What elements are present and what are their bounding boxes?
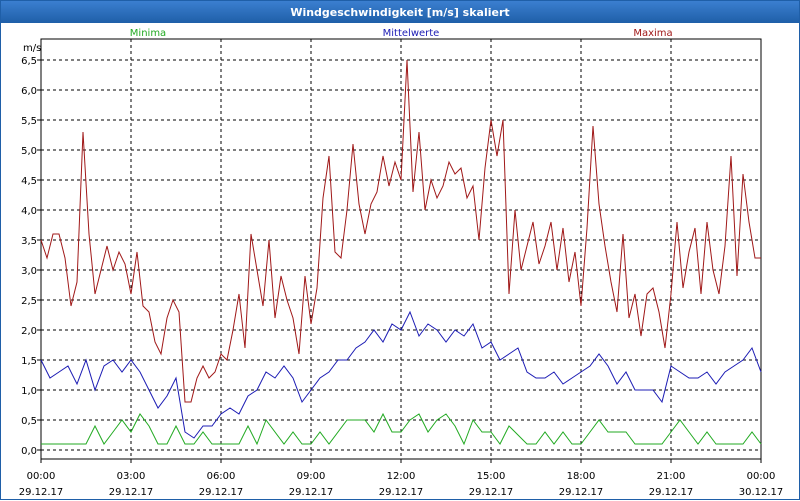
x-tick-time: 03:00: [117, 471, 146, 482]
x-tick-time: 00:00: [27, 471, 56, 482]
x-tick-time: 18:00: [567, 471, 596, 482]
x-tick-date: 29.12.17: [109, 487, 154, 498]
y-tick-label: 3,0: [21, 266, 37, 277]
y-tick-label: 1,5: [21, 356, 37, 367]
y-tick-label: 1,0: [21, 386, 37, 397]
y-tick-label: 5,0: [21, 146, 37, 157]
x-tick-time: 00:00: [747, 471, 776, 482]
x-tick-date: 29.12.17: [379, 487, 424, 498]
y-tick-label: 4,5: [21, 176, 37, 187]
y-tick-label: 6,0: [21, 86, 37, 97]
series-maxima-line: [40, 59, 761, 403]
x-tick-date: 30.12.17: [739, 487, 784, 498]
x-tick-date: 29.12.17: [649, 487, 694, 498]
y-tick-label: 0,5: [21, 416, 37, 427]
chart-title: Windgeschwindigkeit [m/s] skaliert: [1, 1, 799, 23]
x-tick-date: 29.12.17: [469, 487, 514, 498]
x-tick-time: 12:00: [387, 471, 416, 482]
x-tick-time: 09:00: [297, 471, 326, 482]
grid: [41, 39, 761, 459]
x-tick-time: 21:00: [657, 471, 686, 482]
x-axis: 00:00 29.12.17 03:00 29.12.17 06:00 29.12.17 0…: [19, 459, 784, 498]
legend-mittelwerte: Mittelwerte: [383, 28, 440, 39]
y-tick-label: 3,5: [21, 236, 37, 247]
x-tick-time: 06:00: [207, 471, 236, 482]
series-mittelwerte-line: [40, 310, 762, 439]
y-tick-label: 5,5: [21, 116, 37, 127]
x-tick-date: 29.12.17: [19, 487, 64, 498]
y-tick-label: 4,0: [21, 206, 37, 217]
x-tick-date: 29.12.17: [199, 487, 244, 498]
y-axis-unit: m/s: [23, 43, 41, 54]
legend-minima: Minima: [130, 28, 166, 39]
series-layer: [40, 59, 762, 446]
y-axis: 0,0 0,5 1,0 1,5 2,0 2,5 3,0 3,5 4,0 4,5 5,0 5,5 6,0 6…: [21, 56, 41, 457]
y-tick-label: 2,0: [21, 326, 37, 337]
y-tick-label: 6,5: [21, 56, 37, 67]
y-tick-label: 2,5: [21, 296, 37, 307]
legend-maxima: Maxima: [633, 28, 672, 39]
series-minima-line: [41, 412, 762, 446]
x-tick-date: 29.12.17: [559, 487, 604, 498]
y-tick-label: 0,0: [21, 446, 37, 457]
x-tick-date: 29.12.17: [289, 487, 334, 498]
x-tick-time: 15:00: [477, 471, 506, 482]
